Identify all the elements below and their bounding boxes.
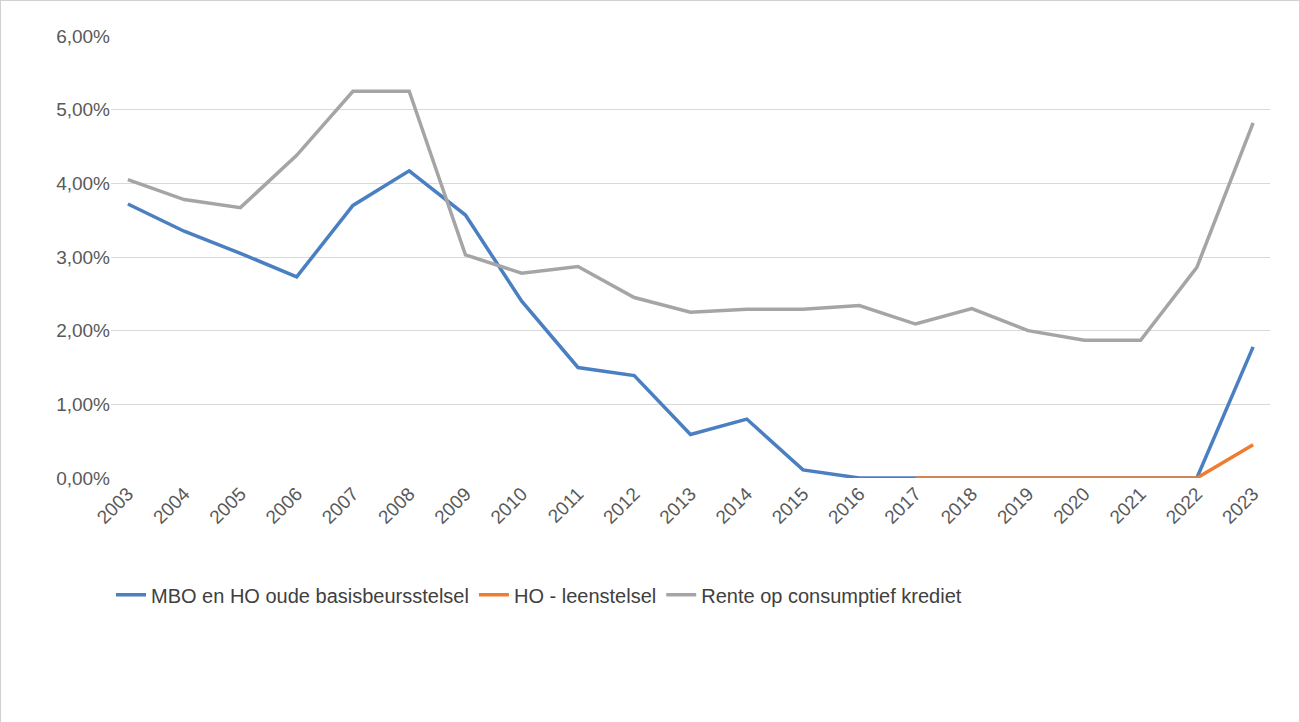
svg-text:2019: 2019 (993, 483, 1038, 528)
svg-text:2009: 2009 (430, 483, 475, 528)
svg-text:2006: 2006 (261, 483, 306, 528)
svg-text:2005: 2005 (205, 483, 250, 528)
svg-text:2012: 2012 (599, 483, 644, 528)
svg-text:2021: 2021 (1105, 483, 1150, 528)
svg-text:2017: 2017 (880, 483, 925, 528)
svg-text:0,00%: 0,00% (56, 468, 110, 489)
svg-text:2,00%: 2,00% (56, 320, 110, 341)
svg-text:2010: 2010 (487, 483, 532, 528)
svg-text:5,00%: 5,00% (56, 99, 110, 120)
svg-text:3,00%: 3,00% (56, 247, 110, 268)
svg-text:MBO en HO oude basisbeursstels: MBO en HO oude basisbeursstelsel (151, 585, 469, 607)
svg-text:2003: 2003 (93, 483, 138, 528)
svg-text:2008: 2008 (374, 483, 419, 528)
svg-text:2016: 2016 (824, 483, 869, 528)
svg-text:2011: 2011 (544, 483, 588, 527)
svg-text:2007: 2007 (318, 483, 363, 528)
svg-text:HO - leenstelsel: HO - leenstelsel (514, 585, 656, 607)
svg-text:6,00%: 6,00% (56, 26, 110, 47)
svg-text:2004: 2004 (149, 483, 194, 528)
svg-text:2020: 2020 (1049, 483, 1094, 528)
svg-text:2014: 2014 (712, 483, 757, 528)
svg-text:2015: 2015 (768, 483, 813, 528)
svg-text:Rente op consumptief krediet: Rente op consumptief krediet (701, 585, 962, 607)
svg-text:2023: 2023 (1218, 483, 1263, 528)
svg-text:2013: 2013 (655, 483, 700, 528)
svg-text:2018: 2018 (937, 483, 982, 528)
svg-text:4,00%: 4,00% (56, 173, 110, 194)
svg-text:2022: 2022 (1162, 483, 1207, 528)
svg-text:1,00%: 1,00% (56, 394, 110, 415)
